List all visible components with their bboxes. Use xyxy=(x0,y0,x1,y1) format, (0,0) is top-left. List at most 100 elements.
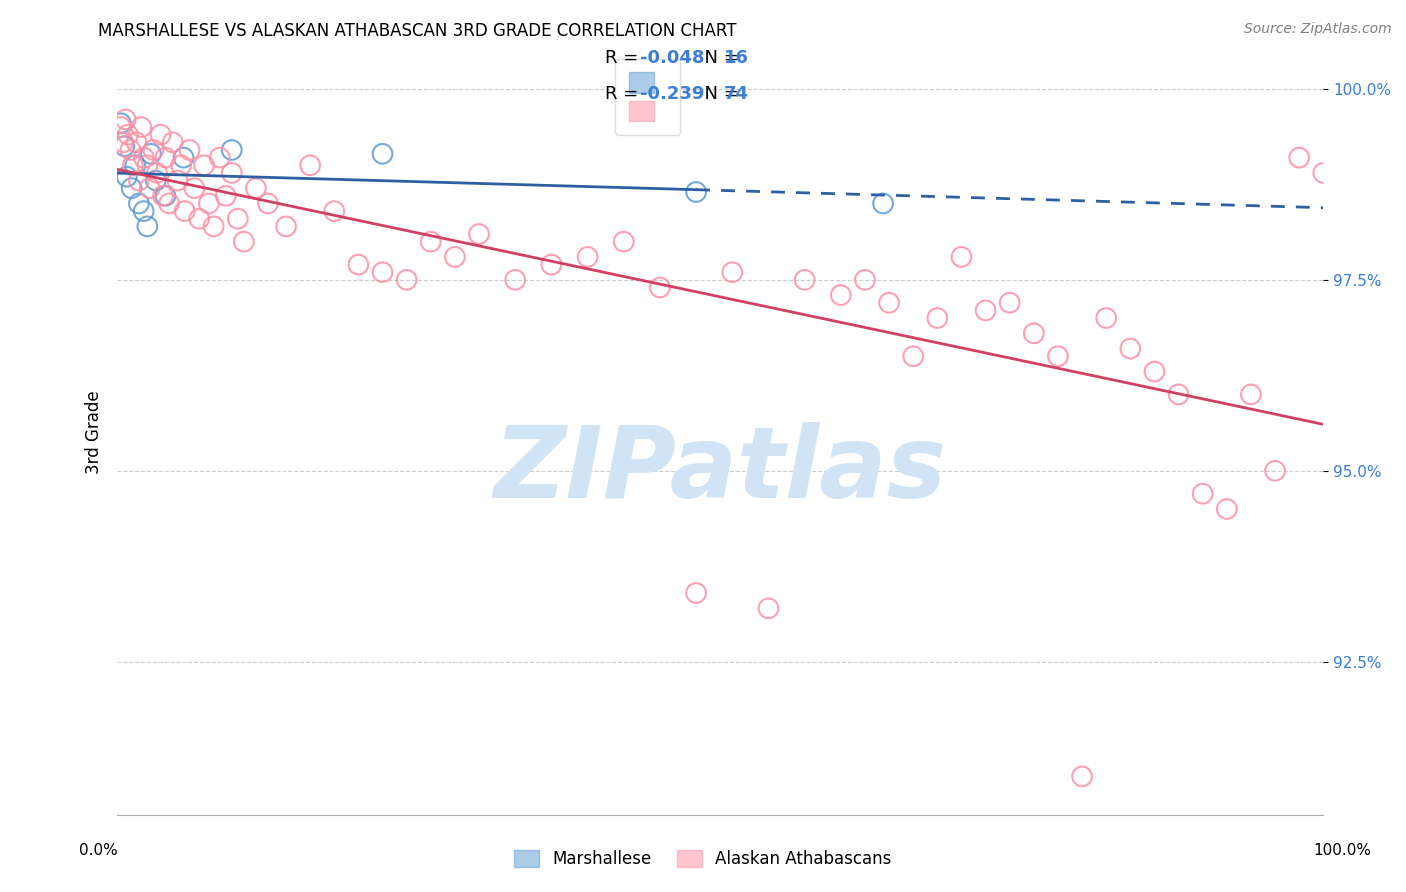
Y-axis label: 3rd Grade: 3rd Grade xyxy=(86,391,103,475)
Text: R =: R = xyxy=(605,49,644,67)
Point xyxy=(117,128,139,142)
Text: -0.239: -0.239 xyxy=(640,85,704,103)
Point xyxy=(166,173,188,187)
Point xyxy=(183,181,205,195)
Point xyxy=(1167,387,1189,401)
Point xyxy=(872,196,894,211)
Point xyxy=(162,136,184,150)
Legend: , : , xyxy=(616,59,681,135)
Point xyxy=(202,219,225,234)
Point xyxy=(721,265,744,279)
Point xyxy=(152,189,174,203)
Point xyxy=(179,143,201,157)
Text: N =: N = xyxy=(693,49,745,67)
Point xyxy=(128,173,150,187)
Text: -0.048: -0.048 xyxy=(640,49,704,67)
Point xyxy=(145,173,167,187)
Point xyxy=(950,250,973,264)
Point xyxy=(155,151,177,165)
Point xyxy=(142,143,165,157)
Point xyxy=(1240,387,1263,401)
Point xyxy=(503,273,526,287)
Text: N =: N = xyxy=(693,85,745,103)
Point xyxy=(299,158,322,172)
Point xyxy=(215,189,238,203)
Text: 74: 74 xyxy=(724,85,749,103)
Point xyxy=(155,189,177,203)
Point xyxy=(685,586,707,600)
Point xyxy=(371,146,394,161)
Point xyxy=(125,136,148,150)
Point xyxy=(173,151,195,165)
Point xyxy=(830,288,852,302)
Point xyxy=(1288,151,1310,165)
Point xyxy=(444,250,467,264)
Point xyxy=(136,219,159,234)
Point xyxy=(793,273,815,287)
Legend: Marshallese, Alaskan Athabascans: Marshallese, Alaskan Athabascans xyxy=(508,843,898,875)
Point xyxy=(136,158,159,172)
Point xyxy=(131,120,153,134)
Point xyxy=(395,273,418,287)
Point xyxy=(193,158,215,172)
Point xyxy=(685,185,707,199)
Point xyxy=(232,235,254,249)
Point xyxy=(112,136,135,150)
Point xyxy=(245,181,267,195)
Point xyxy=(903,349,925,363)
Text: Source: ZipAtlas.com: Source: ZipAtlas.com xyxy=(1244,22,1392,37)
Point xyxy=(139,181,162,195)
Point xyxy=(371,265,394,279)
Point xyxy=(998,295,1021,310)
Point xyxy=(1119,342,1142,356)
Text: R =: R = xyxy=(605,85,644,103)
Point xyxy=(257,196,280,211)
Point xyxy=(112,139,135,153)
Point xyxy=(114,112,136,127)
Point xyxy=(974,303,997,318)
Text: 100.0%: 100.0% xyxy=(1313,843,1372,858)
Point xyxy=(758,601,780,615)
Point xyxy=(139,146,162,161)
Point xyxy=(122,158,145,172)
Point xyxy=(188,211,211,226)
Point xyxy=(1216,502,1239,516)
Point xyxy=(1143,364,1166,378)
Point xyxy=(226,211,249,226)
Point xyxy=(146,166,169,180)
Point xyxy=(157,196,180,211)
Point xyxy=(648,280,671,294)
Point xyxy=(1095,311,1118,326)
Point xyxy=(124,158,146,172)
Text: 16: 16 xyxy=(724,49,749,67)
Point xyxy=(121,181,143,195)
Point xyxy=(208,151,231,165)
Point xyxy=(110,116,132,130)
Point xyxy=(927,311,949,326)
Point xyxy=(540,258,562,272)
Point xyxy=(347,258,370,272)
Point xyxy=(1071,769,1094,783)
Point xyxy=(221,166,243,180)
Point xyxy=(198,196,221,211)
Point xyxy=(120,143,142,157)
Point xyxy=(1022,326,1045,341)
Point xyxy=(576,250,599,264)
Point xyxy=(1046,349,1069,363)
Text: 0.0%: 0.0% xyxy=(79,843,118,858)
Point xyxy=(1191,487,1213,501)
Point xyxy=(419,235,441,249)
Point xyxy=(149,128,172,142)
Point xyxy=(221,143,243,157)
Point xyxy=(323,204,346,219)
Point xyxy=(853,273,876,287)
Point xyxy=(468,227,491,241)
Point xyxy=(115,169,138,184)
Point xyxy=(877,295,900,310)
Point xyxy=(132,204,155,219)
Point xyxy=(1312,166,1334,180)
Text: MARSHALLESE VS ALASKAN ATHABASCAN 3RD GRADE CORRELATION CHART: MARSHALLESE VS ALASKAN ATHABASCAN 3RD GR… xyxy=(98,22,737,40)
Point xyxy=(173,204,195,219)
Point xyxy=(132,151,155,165)
Point xyxy=(613,235,636,249)
